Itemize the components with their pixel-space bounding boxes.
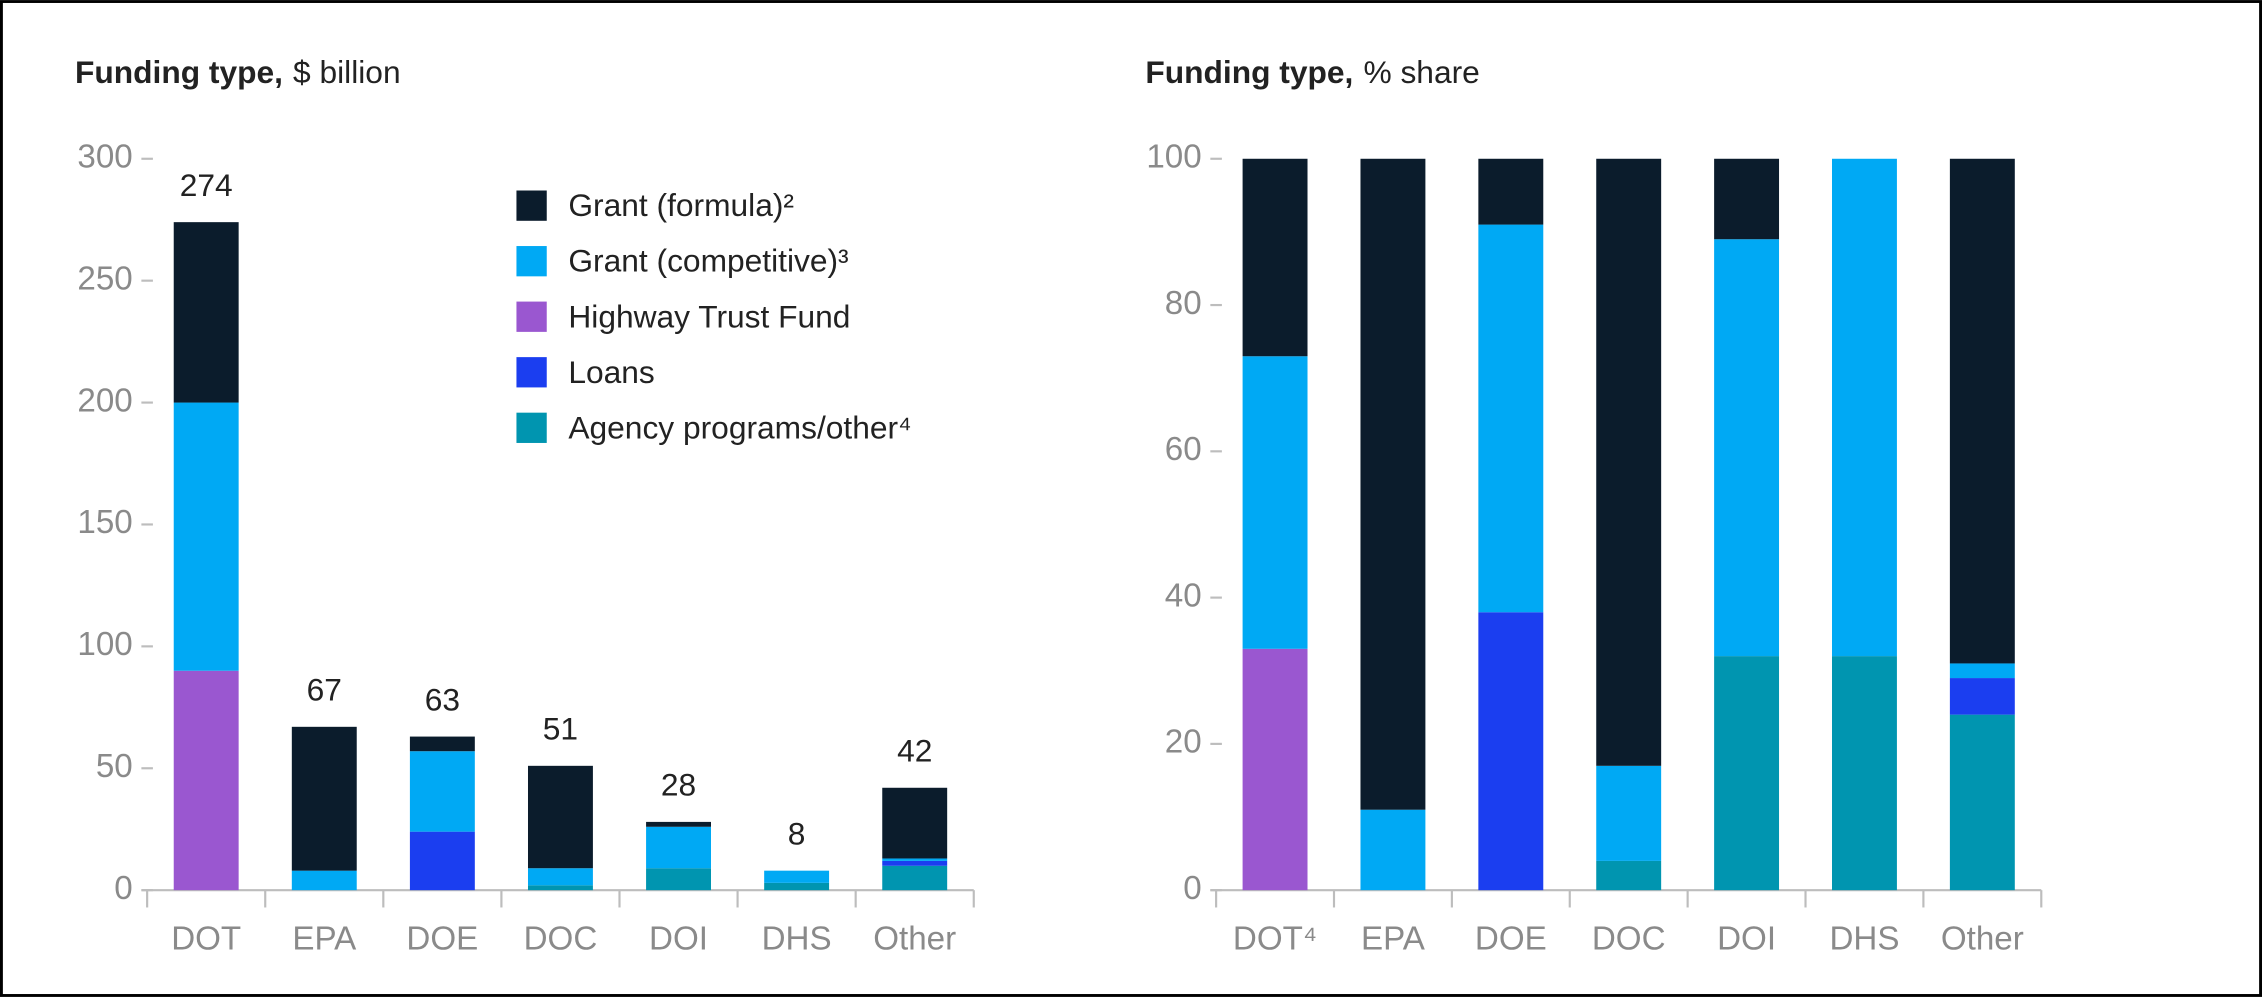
bar-segment	[1949, 663, 2015, 679]
bar-segment	[764, 882, 830, 891]
bar-segment	[409, 736, 475, 752]
y-tick-label: 50	[96, 748, 133, 785]
bar-segment	[882, 860, 948, 866]
bar-segment	[1478, 224, 1544, 613]
bar-segment	[1478, 158, 1544, 225]
y-tick-label: 200	[77, 382, 132, 419]
x-tick-label: DOC	[1592, 920, 1666, 957]
bar-segment	[882, 787, 948, 859]
bar-segment	[1360, 809, 1426, 891]
chart-title: Funding type, $ billion	[75, 54, 401, 90]
y-tick-label: 40	[1165, 577, 1202, 614]
y-tick-label: 60	[1165, 431, 1202, 468]
x-tick-label: DOT⁴	[1233, 920, 1317, 957]
legend-swatch	[516, 301, 547, 332]
bar-segment	[1596, 158, 1662, 766]
legend-label: Grant (formula)²	[568, 187, 794, 223]
bar-segment	[1714, 158, 1780, 240]
title-unit: $ billion	[293, 54, 401, 90]
bar-segment	[1596, 765, 1662, 861]
bar-segment	[882, 865, 948, 891]
total-label: 8	[788, 815, 806, 851]
y-tick-label: 150	[77, 504, 132, 541]
x-tick-label: Other	[873, 920, 956, 957]
y-tick-label: 250	[77, 260, 132, 297]
x-tick-label: DOE	[1475, 920, 1547, 957]
x-tick-label: DOT	[171, 920, 241, 957]
bar-segment	[173, 402, 239, 671]
chart-title: Funding type, % share	[1145, 54, 1479, 90]
bar-segment	[1832, 656, 1897, 891]
x-tick-label: DOI	[649, 920, 708, 957]
bar-segment	[409, 751, 475, 832]
bar-segment	[1949, 714, 2015, 891]
legend-swatch	[516, 412, 547, 443]
y-tick-label: 80	[1165, 285, 1202, 322]
y-tick-label: 100	[1146, 139, 1201, 176]
bar-segment	[646, 821, 711, 827]
bar-segment	[1832, 158, 1897, 657]
legend-swatch	[516, 246, 547, 277]
legend-label: Grant (competitive)³	[568, 243, 848, 279]
x-tick-label: EPA	[1361, 920, 1426, 957]
x-tick-label: DOC	[524, 920, 598, 957]
title-unit: % share	[1363, 54, 1479, 90]
y-tick-label: 0	[114, 870, 132, 907]
bar-segment	[409, 831, 475, 891]
legend-label: Loans	[568, 354, 654, 390]
bar-segment	[291, 726, 357, 871]
bar-segment	[764, 870, 830, 883]
bar-segment	[1714, 656, 1780, 891]
bar-segment	[882, 858, 948, 861]
legend-label: Agency programs/other⁴	[568, 409, 911, 445]
bar-segment	[1242, 356, 1308, 649]
y-tick-label: 100	[77, 626, 132, 663]
y-tick-label: 20	[1165, 724, 1202, 761]
total-label: 28	[661, 767, 696, 803]
x-tick-label: DHS	[762, 920, 832, 957]
bar-segment	[527, 765, 593, 869]
bar-segment	[1949, 158, 2015, 664]
bar-segment	[1242, 648, 1308, 891]
y-tick-label: 0	[1183, 870, 1201, 907]
x-tick-label: EPA	[292, 920, 357, 957]
bar-segment	[291, 870, 357, 891]
legend-swatch	[516, 357, 547, 388]
bar-segment	[173, 222, 239, 403]
total-label: 51	[543, 711, 578, 747]
total-label: 67	[307, 672, 342, 708]
x-tick-label: DOE	[406, 920, 478, 957]
total-label: 63	[425, 681, 460, 717]
x-tick-label: DOI	[1717, 920, 1776, 957]
bar-segment	[1949, 678, 2015, 715]
bar-segment	[173, 670, 239, 891]
bar-segment	[646, 868, 711, 891]
x-tick-label: Other	[1941, 920, 2024, 957]
bar-segment	[527, 868, 593, 886]
bar-segment	[1596, 860, 1662, 891]
bar-segment	[1714, 239, 1780, 657]
y-tick-label: 300	[77, 139, 132, 176]
legend-label: Highway Trust Fund	[568, 298, 850, 334]
bar-segment	[646, 826, 711, 869]
bar-segment	[527, 885, 593, 891]
total-label: 274	[180, 167, 233, 203]
bar-segment	[1360, 158, 1426, 810]
bar-segment	[1242, 158, 1308, 357]
legend-swatch	[516, 190, 547, 221]
total-label: 42	[897, 733, 932, 769]
x-tick-label: DHS	[1829, 920, 1899, 957]
title-bold: Funding type,	[1145, 54, 1353, 90]
title-bold: Funding type,	[75, 54, 283, 90]
bar-segment	[1478, 612, 1544, 891]
